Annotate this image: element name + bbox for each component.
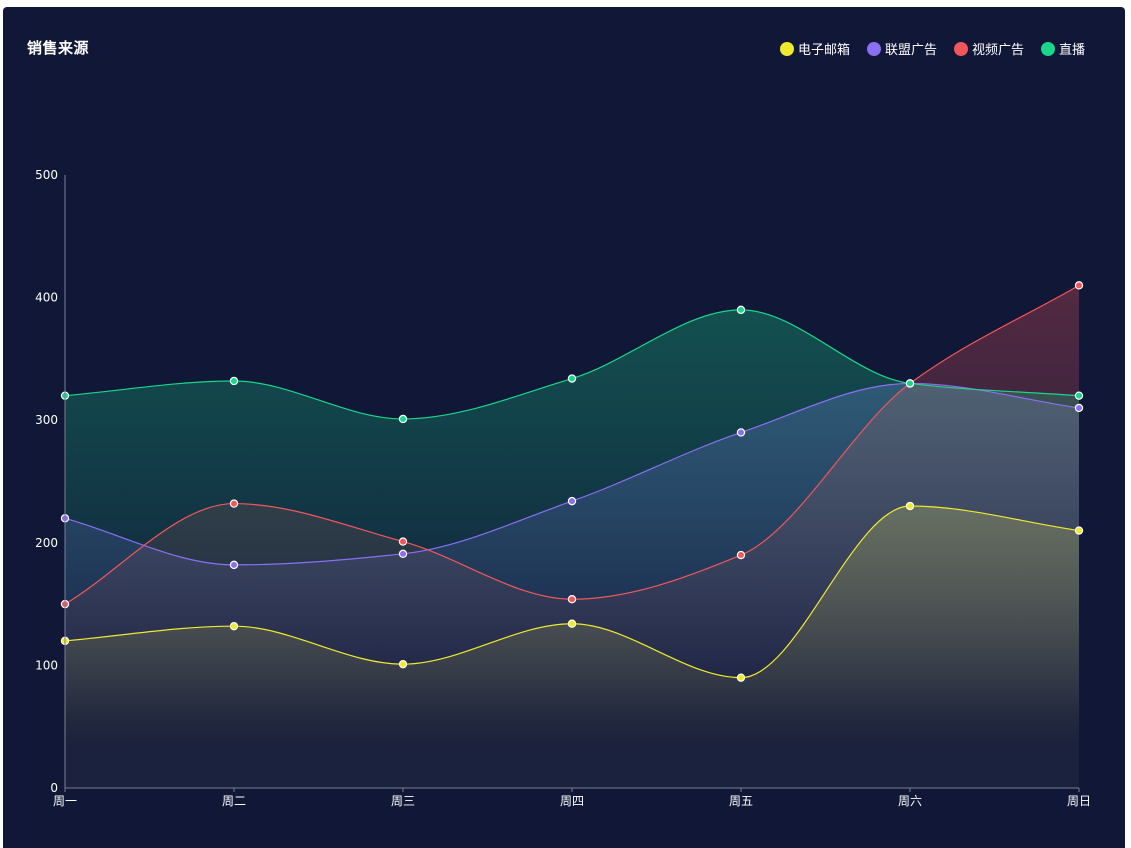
data-point-2-3 xyxy=(567,594,577,604)
y-tick-label: 400 xyxy=(35,291,58,305)
data-point-3-3 xyxy=(567,374,577,383)
data-point-1-3 xyxy=(567,496,577,506)
data-point-1-6 xyxy=(1074,403,1084,413)
data-point-0-1 xyxy=(229,621,239,631)
data-point-0-5 xyxy=(905,501,915,511)
data-point-2-2 xyxy=(398,537,408,546)
legend-label: 直播 xyxy=(1058,43,1085,58)
data-point-1-4 xyxy=(736,428,746,437)
x-tick-label: 周五 xyxy=(729,794,753,808)
data-point-2-6 xyxy=(1074,281,1084,290)
legend-dot-icon xyxy=(1040,41,1055,56)
legend-label: 视频广告 xyxy=(971,43,1024,58)
y-tick-label: 100 xyxy=(35,658,58,672)
y-tick-label: 200 xyxy=(35,536,58,550)
data-point-3-4 xyxy=(736,305,746,315)
legend-label: 联盟广告 xyxy=(884,43,937,58)
data-point-1-1 xyxy=(229,560,239,570)
x-tick-label: 周三 xyxy=(391,794,415,808)
legend-label: 电子邮箱 xyxy=(797,43,850,58)
legend-dot-icon xyxy=(779,41,794,56)
legend-item-3[interactable]: 直播 xyxy=(1040,39,1085,58)
chart-legend: 电子邮箱 联盟广告 视频广告 直播 xyxy=(779,39,1085,58)
series-area-3 xyxy=(65,309,1079,788)
chart-title: 销售来源 xyxy=(27,39,90,57)
data-point-3-2 xyxy=(398,414,408,424)
x-tick-label: 周一 xyxy=(53,794,77,808)
y-tick-label: 300 xyxy=(35,413,58,427)
data-point-3-5 xyxy=(905,379,915,388)
x-tick-label: 周六 xyxy=(898,794,922,808)
x-tick-label: 周二 xyxy=(222,794,246,808)
x-tick-label: 周日 xyxy=(1067,794,1091,808)
data-point-2-1 xyxy=(229,499,239,508)
x-tick-label: 周四 xyxy=(560,794,584,808)
data-point-0-6 xyxy=(1074,526,1084,535)
data-point-1-2 xyxy=(398,549,408,559)
data-point-0-3 xyxy=(567,619,577,628)
data-point-0-4 xyxy=(736,673,746,682)
legend-dot-icon xyxy=(866,41,881,56)
legend-item-1[interactable]: 联盟广告 xyxy=(866,39,937,58)
data-point-0-2 xyxy=(398,659,408,669)
y-tick-label: 500 xyxy=(35,168,58,182)
y-tick-label: 0 xyxy=(50,781,58,795)
legend-dot-icon xyxy=(953,41,968,56)
data-point-3-6 xyxy=(1074,391,1084,400)
legend-item-0[interactable]: 电子邮箱 xyxy=(779,39,850,58)
data-point-3-1 xyxy=(229,376,239,386)
data-point-2-4 xyxy=(736,550,746,560)
legend-item-2[interactable]: 视频广告 xyxy=(953,39,1024,58)
